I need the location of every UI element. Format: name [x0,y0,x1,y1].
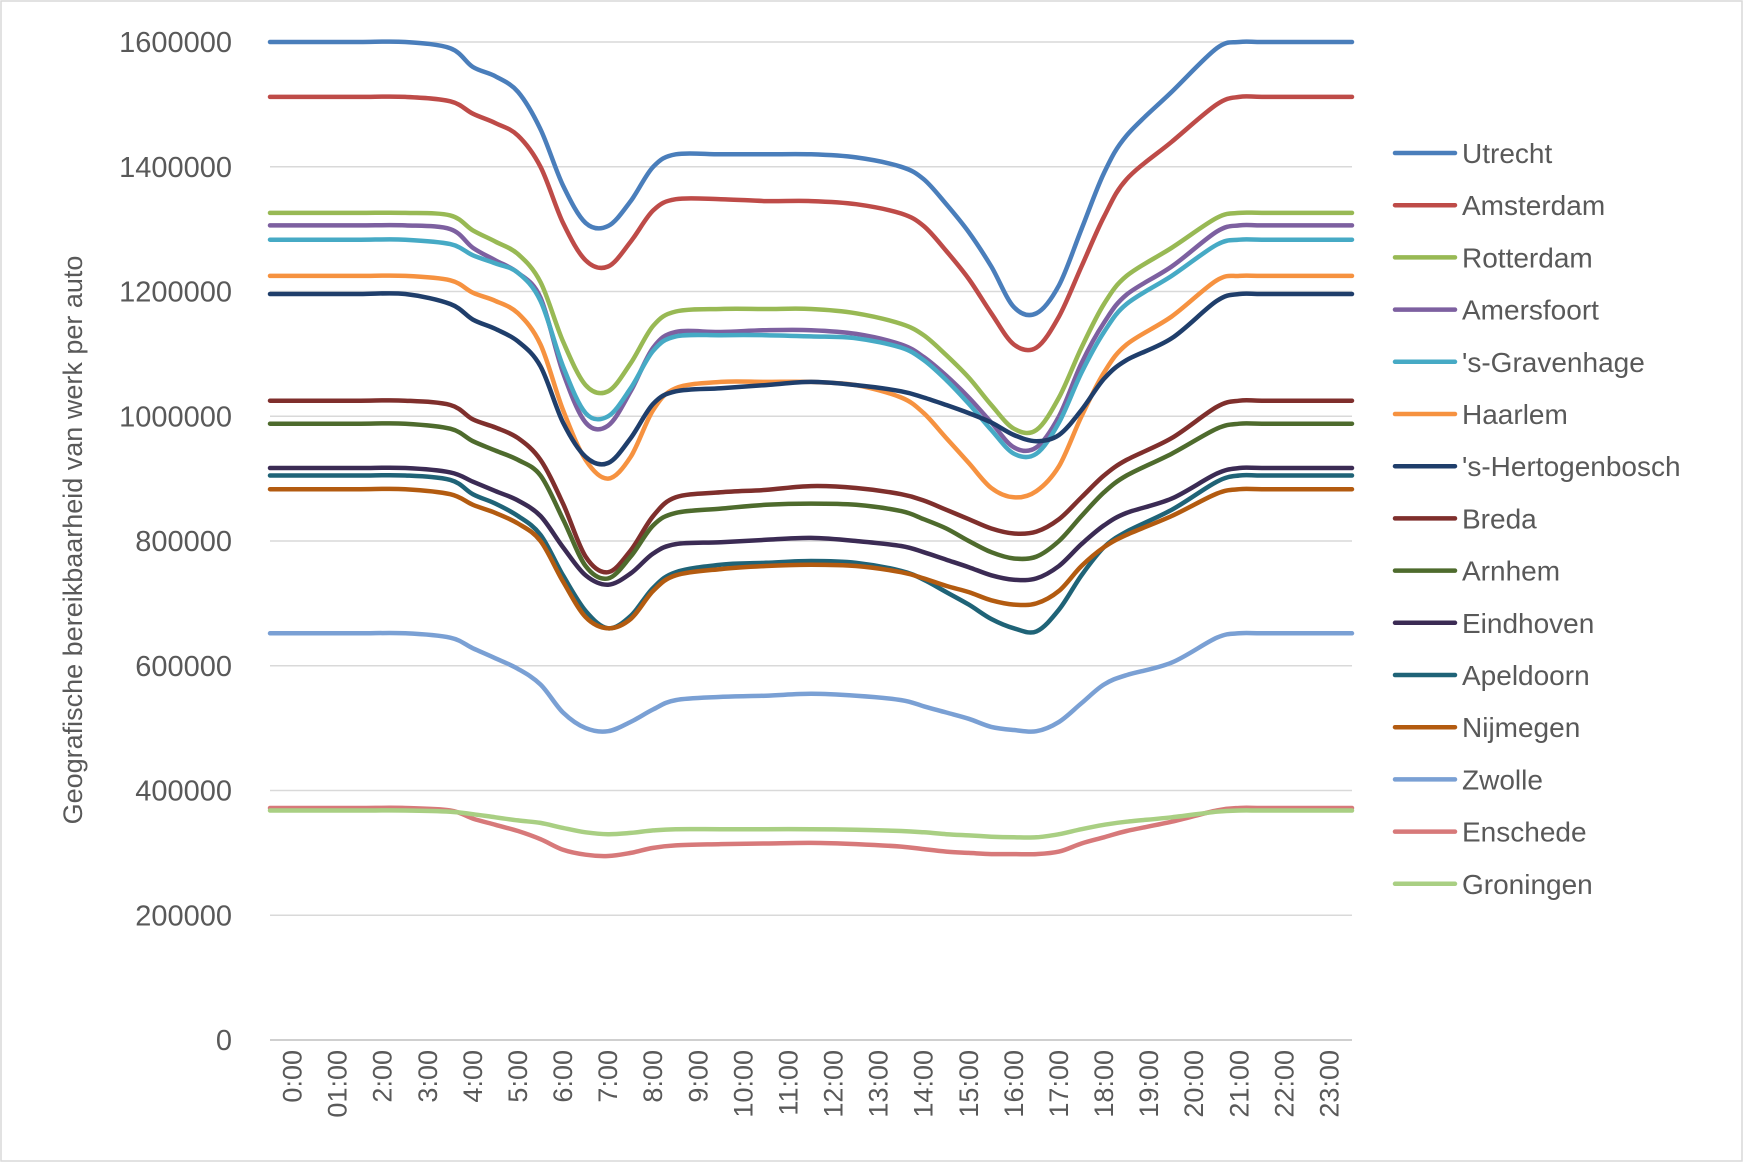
series-line [267,397,1355,575]
legend: Utrecht Amsterdam Rotterdam Amersfoort 's-Gr… [1392,138,1681,900]
series-line [267,237,1355,460]
legend-label: Groningen [1462,869,1593,900]
legend-label: Utrecht [1462,138,1552,169]
series-line [267,39,1355,318]
x-tick-label: 9:00 [683,1050,713,1103]
x-tick-label: 14:00 [909,1050,939,1118]
x-tick-label: 11:00 [773,1050,803,1116]
y-axis-label: Geografische bereikbaarheid van werk per… [58,256,88,825]
y-tick-label: 1600000 [119,27,232,59]
x-tick-label: 22:00 [1269,1050,1299,1118]
legend-label: Amsterdam [1462,190,1605,221]
y-tick-label: 200000 [135,900,232,932]
x-tick-label: 12:00 [819,1050,849,1118]
gridlines [270,41,1352,1041]
series-line [267,465,1355,587]
x-tick-label: 6:00 [548,1050,578,1103]
y-tick-label: 0 [216,1025,232,1057]
x-tick-label: 18:00 [1089,1050,1119,1118]
y-tick-label: 600000 [135,651,232,683]
series-line [267,805,1355,859]
x-tick-label: 13:00 [864,1050,894,1118]
series-lines [267,39,1355,859]
x-tick-label: 4:00 [458,1050,488,1103]
y-tick-label: 800000 [135,526,232,558]
legend-label: Enschede [1462,817,1587,848]
legend-label: Apeldoorn [1462,660,1590,691]
x-tick-label: 01:00 [323,1050,353,1118]
x-tick-label: 5:00 [503,1050,533,1103]
legend-label: Eindhoven [1462,608,1594,639]
y-tick-label: 1400000 [119,152,232,184]
legend-label: 's-Gravenhage [1462,347,1645,378]
series-line [267,421,1355,581]
series-line [267,486,1355,631]
legend-label: Rotterdam [1462,242,1593,273]
x-tick-label: 23:00 [1314,1050,1344,1118]
x-tick-label: 16:00 [999,1050,1029,1118]
x-tick-label: 21:00 [1224,1050,1254,1118]
legend-label: Nijmegen [1462,712,1580,743]
series-line [267,210,1355,436]
y-tick-label: 400000 [135,776,232,808]
legend-label: Breda [1462,503,1537,534]
x-tick-label: 15:00 [954,1050,984,1118]
x-tick-label: 0:00 [278,1050,308,1103]
legend-label: Arnhem [1462,556,1560,587]
y-axis: 0 200000 400000 600000 800000 1000000 1200000 1… [119,27,232,1057]
series-line [267,630,1355,734]
x-tick-label: 17:00 [1044,1050,1074,1118]
x-tick-label: 19:00 [1134,1050,1164,1118]
x-tick-label: 10:00 [728,1050,758,1118]
legend-label: Haarlem [1462,399,1568,430]
series-line [267,94,1355,353]
legend-label: Zwolle [1462,764,1543,795]
x-tick-label: 8:00 [638,1050,668,1103]
series-line [267,472,1355,635]
x-tick-label: 7:00 [593,1050,623,1103]
legend-label: Amersfoort [1462,295,1599,326]
series-line [267,222,1355,454]
y-tick-label: 1200000 [119,277,232,309]
legend-label: 's-Hertogenbosch [1462,451,1681,482]
x-axis: 0:00 01:00 2:00 3:00 4:00 5:00 6:00 7:00 8:00 9:0… [278,1050,1345,1118]
x-tick-label: 2:00 [368,1050,398,1103]
x-tick-label: 20:00 [1179,1050,1209,1118]
x-tick-label: 3:00 [413,1050,443,1103]
series-line [267,808,1355,840]
y-tick-label: 1000000 [119,401,232,433]
series-line [267,291,1355,467]
